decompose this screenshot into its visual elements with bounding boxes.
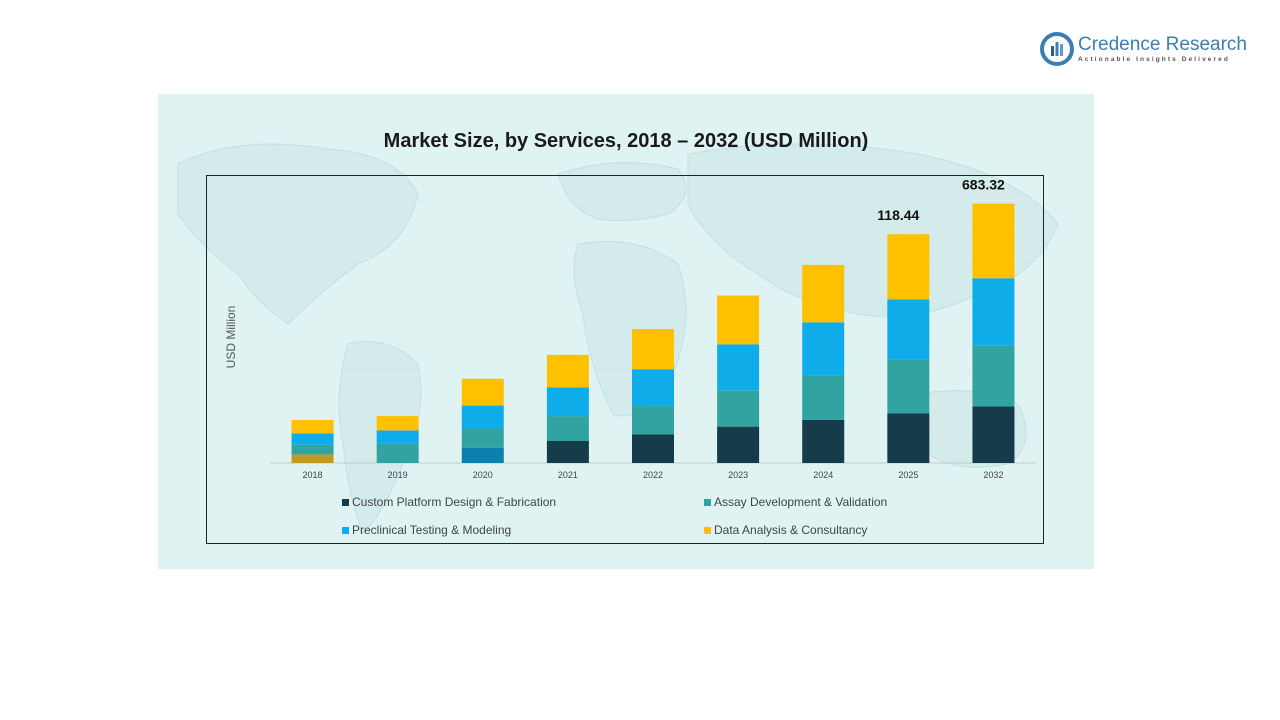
bar-segment-2021-4 xyxy=(546,354,589,388)
legend-label: Data Analysis & Consultancy xyxy=(714,523,868,537)
legend-swatch-assay-development xyxy=(704,499,711,507)
x-tick-label-2019: 2019 xyxy=(388,470,408,480)
bar-segment-2025-4 xyxy=(887,234,930,300)
bar-segment-2019-4 xyxy=(376,416,419,431)
bar-segment-2032-3 xyxy=(972,278,1015,346)
bar-segment-2024-2 xyxy=(802,375,845,420)
data-label-2032: 683.32 xyxy=(962,177,1005,193)
bar-segment-2020-1 xyxy=(461,447,504,463)
bar-segment-2022-4 xyxy=(632,329,674,370)
bar-segment-2021-3 xyxy=(546,387,589,417)
bar-segment-2025-1 xyxy=(887,413,930,463)
legend-label: Preclinical Testing & Modeling xyxy=(352,523,512,537)
legend-swatch-data-analysis xyxy=(704,527,711,535)
bar-segment-2025-2 xyxy=(887,359,930,414)
bar-segment-2032-2 xyxy=(972,345,1015,407)
bar-segment-2022-2 xyxy=(632,405,674,435)
bar-segment-2021-2 xyxy=(546,416,589,441)
x-tick-label-2018: 2018 xyxy=(303,470,323,480)
stacked-bar-chart: 2018 2019 2020 2021 2022 2023 2024 2025 2032 118… xyxy=(270,177,1036,480)
data-label-2025: 118.44 xyxy=(877,207,919,223)
bar-segment-2032-4 xyxy=(972,203,1015,279)
bar-segment-2020-4 xyxy=(461,378,504,406)
x-tick-label-2020: 2020 xyxy=(473,470,493,480)
chart-panel xyxy=(158,94,1094,569)
legend-swatch-preclinical-testing xyxy=(342,527,349,535)
bar-segment-2018-2 xyxy=(291,444,334,455)
brand-logo: Credence Research Actionable Insights De… xyxy=(1040,32,1260,68)
bar-segment-2020-3 xyxy=(461,405,504,429)
bar-segment-2019-2 xyxy=(376,443,419,463)
bar-segment-2023-2 xyxy=(717,390,760,427)
bar-segment-2022-3 xyxy=(632,369,674,406)
chart-title: Market Size, by Services, 2018 – 2032 (U… xyxy=(383,130,869,152)
bar-segment-2022-1 xyxy=(632,434,674,463)
bar-segment-2020-2 xyxy=(461,428,504,448)
x-tick-label-2025: 2025 xyxy=(898,470,918,480)
bar-segment-2023-3 xyxy=(717,344,760,391)
bar-segment-2018-3 xyxy=(291,433,334,445)
credence-research-logo-icon xyxy=(1040,32,1074,66)
bar-segment-2023-1 xyxy=(717,426,760,463)
x-tick-label-2021: 2021 xyxy=(558,470,578,480)
legend-swatch-custom-platform xyxy=(342,499,349,507)
bar-segment-2018-4 xyxy=(291,419,334,434)
legend-label: Assay Development & Validation xyxy=(714,495,888,509)
legend-label: Custom Platform Design & Fabrication xyxy=(352,495,557,509)
brand-tagline: Actionable Insights Delivered xyxy=(1078,56,1230,63)
bar-segment-2024-1 xyxy=(802,419,845,463)
plot-frame xyxy=(206,175,1044,544)
bar-segment-2019-3 xyxy=(376,430,419,444)
bar-segment-2023-4 xyxy=(717,295,760,345)
x-tick-label-2022: 2022 xyxy=(643,470,663,480)
bar-segment-2024-3 xyxy=(802,322,845,376)
x-tick-label-2024: 2024 xyxy=(813,470,833,480)
x-tick-label-2023: 2023 xyxy=(728,470,748,480)
legend-item-preclinical-testing: Preclinical Testing & Modeling xyxy=(342,523,511,537)
legend-item-data-analysis: Data Analysis & Consultancy xyxy=(704,523,867,537)
bar-segment-2032-1 xyxy=(972,406,1015,463)
legend-item-assay-development: Assay Development & Validation xyxy=(704,495,887,509)
bar-segment-2021-1 xyxy=(546,440,589,463)
x-tick-label-2032: 2032 xyxy=(983,470,1003,480)
brand-name: Credence Research xyxy=(1078,34,1247,55)
bar-segment-2018-1 xyxy=(291,454,334,463)
x-tick-labels: 2018 2019 2020 2021 2022 2023 2024 2025 2032 xyxy=(303,470,1004,480)
legend-item-custom-platform: Custom Platform Design & Fabrication xyxy=(342,495,556,509)
bar-segment-2024-4 xyxy=(802,264,845,323)
data-labels: 118.44 683.32 xyxy=(877,177,1005,224)
bar-segment-2025-3 xyxy=(887,299,930,360)
bars xyxy=(291,203,1015,463)
